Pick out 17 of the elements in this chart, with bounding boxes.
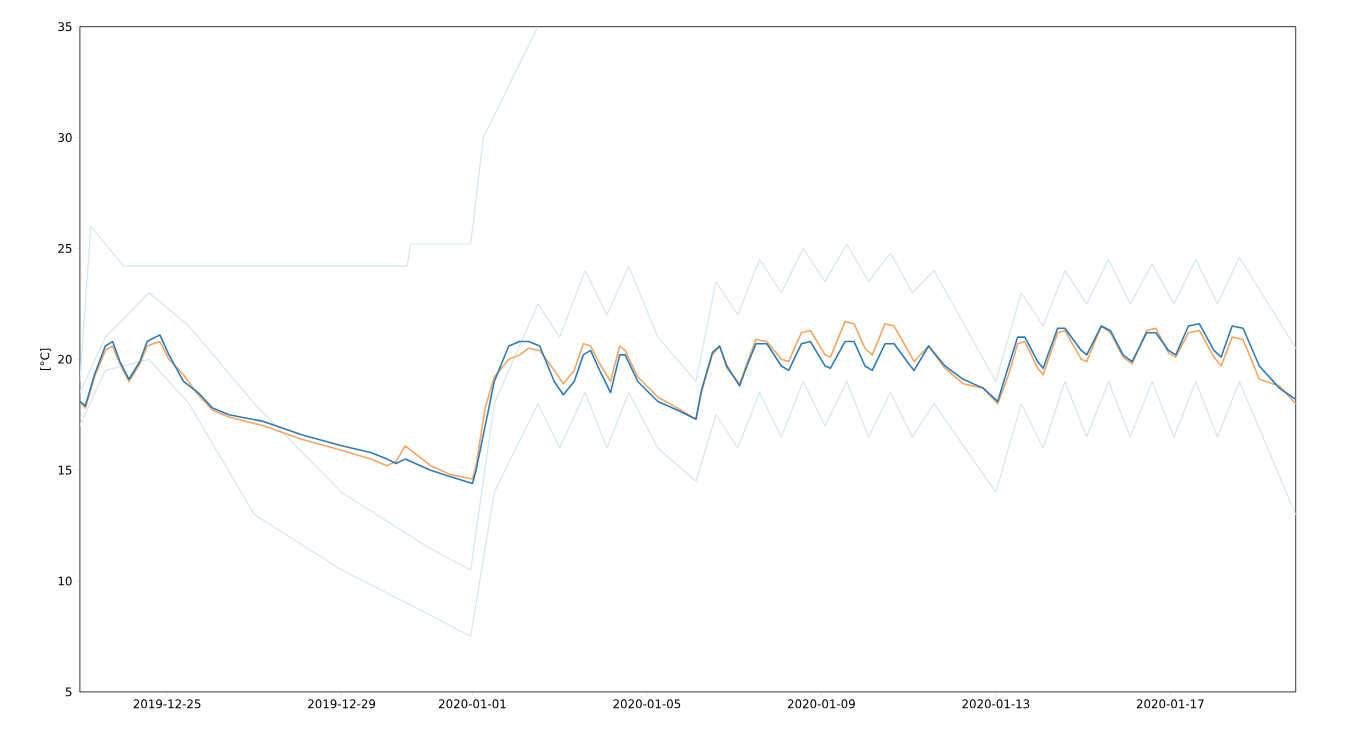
y-tick-label: 10 [58,576,72,586]
y-tick-label: 5 [65,687,72,697]
y-tick-label: 35 [58,21,72,31]
x-tick-label: 2020-01-13 [962,699,1030,709]
x-tick-label: 2020-01-17 [1136,699,1204,709]
line-series [79,243,1296,571]
x-tick-label: 2019-12-25 [133,699,201,709]
line-series [79,358,1296,637]
y-tick-label: 15 [58,465,72,475]
x-tick-label: 2019-12-29 [308,699,376,709]
y-tick-label: 30 [58,132,72,142]
y-axis-title: [°C] [40,348,51,370]
x-tick-label: 2020-01-05 [613,699,681,709]
y-tick-label: 25 [58,243,72,253]
x-tick-label: 2020-01-01 [438,699,506,709]
x-tick-label: 2020-01-09 [787,699,855,709]
y-tick-label: 20 [58,354,72,364]
